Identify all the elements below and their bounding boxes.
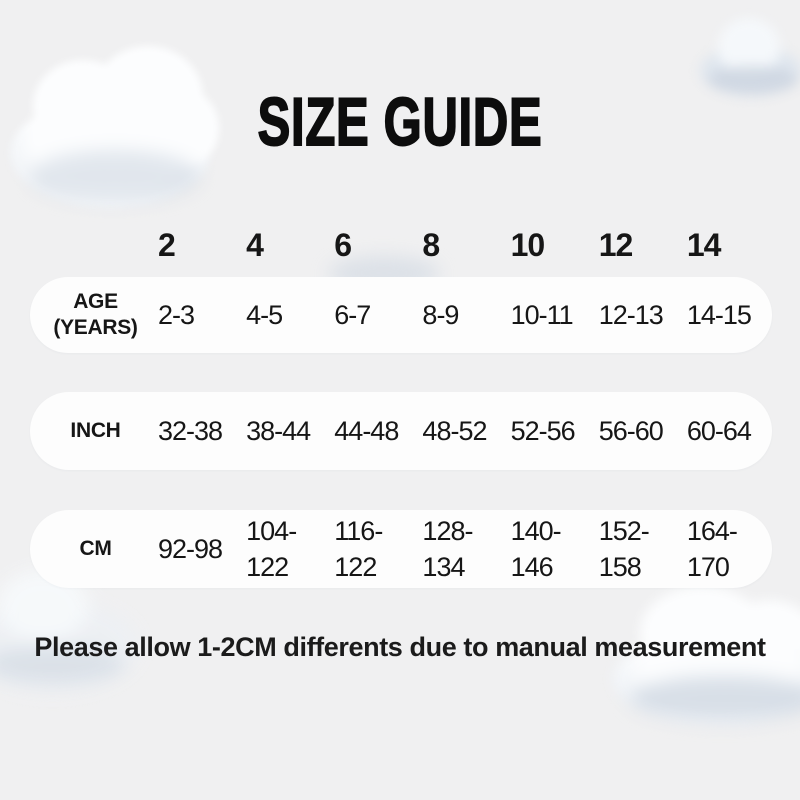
table-row-inch: INCH 32-38 38-44 44-48 48-52 52-56 56-60… [30,392,772,470]
table-cell-cm: 116-122 [334,516,383,582]
table-cell-inch: 38-44 [246,416,311,446]
header-cell-size-4: 4 [246,226,264,263]
table-cell-cm: 140-146 [510,516,562,582]
header-cell-size-2: 2 [158,226,176,263]
table-cell-age: 12-13 [598,300,664,330]
table-cell-age: 4-5 [246,300,283,330]
header-cell-size-6: 6 [334,226,352,263]
table-cell-inch: 56-60 [598,416,664,446]
measurement-note: Please allow 1-2CM differents due to man… [34,632,766,662]
table-cell-cm: 152-158 [598,516,650,582]
page-title: SIZE GUIDE [257,84,543,160]
table-row-age: AGE (YEARS) 2-3 4-5 6-7 8-9 10-11 12-13 … [30,277,772,353]
row-label-age: AGE (YEARS) [53,289,138,339]
table-row-cm: CM 92-98 104-122 116-122 128-134 140-146… [30,510,772,588]
table-cell-cm: 104-122 [246,516,297,582]
header-cell-size-12: 12 [598,226,634,263]
row-label-inch: INCH [70,418,121,442]
table-cell-age: 8-9 [422,300,459,330]
header-cell-size-10: 10 [510,226,546,263]
table-cell-inch: 48-52 [422,416,487,446]
table-cell-age: 2-3 [158,300,195,330]
table-cell-cm: 164-170 [686,516,738,582]
row-label-cm: CM [79,536,112,560]
table-cell-inch: 44-48 [334,416,399,446]
size-header-row: 2 4 6 8 10 12 14 [30,208,772,263]
table-cell-age: 10-11 [510,300,574,330]
table-cell-cm: 128-134 [422,516,473,582]
table-cell-age: 14-15 [686,300,752,330]
table-cell-cm: 92-98 [158,534,223,564]
table-cell-age: 6-7 [334,300,371,330]
header-cell-size-8: 8 [422,226,440,263]
table-cell-inch: 32-38 [158,416,223,446]
table-cell-inch: 60-64 [686,416,752,446]
table-cell-inch: 52-56 [510,416,576,446]
header-cell-size-14: 14 [686,226,722,263]
